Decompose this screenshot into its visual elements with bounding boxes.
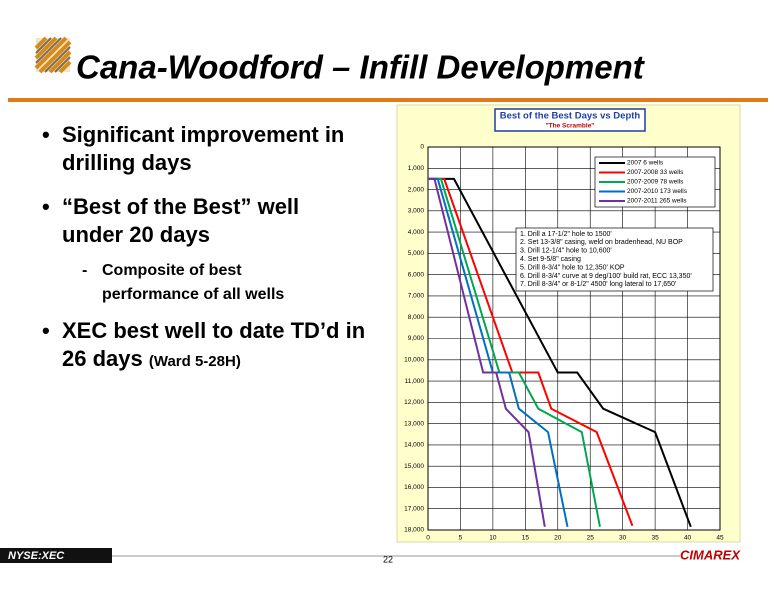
y-tick-label: 2,000	[408, 186, 425, 193]
annotation: 2. Set 13-3/8" casing, weld on bradenhea…	[520, 239, 683, 246]
x-tick-label: 5	[459, 535, 463, 542]
x-tick-label: 30	[619, 535, 627, 542]
page-number: 22	[383, 554, 393, 564]
x-tick-label: 0	[426, 535, 430, 542]
y-tick-label: 3,000	[408, 208, 425, 215]
title-rule	[8, 98, 768, 102]
y-tick-label: 9,000	[408, 335, 425, 342]
series-line	[428, 177, 601, 527]
sub-bullet-text: Composite of best performance of all wel…	[102, 262, 285, 303]
bullet: • “Best of the Best” well under 20 days	[42, 194, 300, 247]
legend-label: 2007-2008 33 wells	[627, 169, 684, 176]
bullet-text: Significant improvement in drilling days	[62, 122, 345, 175]
y-tick-label: 10,000	[404, 356, 424, 363]
x-tick-label: 35	[651, 535, 659, 542]
chart-title: Best of the Best Days vs Depth	[500, 111, 641, 122]
bullet-note: (Ward 5-28H)	[148, 353, 241, 370]
y-tick-label: 8,000	[408, 314, 425, 321]
bullet-text: “Best of the Best” well under 20 days	[62, 194, 300, 247]
y-tick-label: 5,000	[408, 250, 425, 257]
series-line	[428, 177, 692, 528]
x-tick-label: 25	[587, 535, 595, 542]
legend-label: 2007 6 wells	[627, 160, 664, 167]
x-tick-label: 20	[554, 535, 562, 542]
y-tick-label: 18,000	[404, 527, 424, 534]
legend-label: 2007-2009 78 wells	[627, 179, 684, 186]
slide-title: Cana-Woodford – Infill Development	[76, 49, 646, 86]
y-tick-label: 12,000	[404, 399, 424, 406]
bullet-text: XEC best well to date TD’d in 26 days	[62, 318, 366, 371]
y-tick-label: 7,000	[408, 293, 425, 300]
x-tick-label: 15	[522, 535, 530, 542]
y-tick-label: 4,000	[408, 229, 425, 236]
y-tick-label: 14,000	[404, 442, 424, 449]
annotation: 1. Drill a 17-1/2" hole to 1500'	[520, 231, 612, 238]
bullet: • Significant improvement in drilling day…	[42, 122, 345, 175]
y-tick-label: 17,000	[404, 505, 424, 512]
annotation: 3. Drill 12-1/4" hole to 10,600'	[520, 248, 612, 255]
annotation: 6. Drill 8-3/4" curve at 9 deg/100' buil…	[520, 273, 692, 280]
annotation-box	[515, 227, 714, 292]
y-tick-label: 11,000	[405, 378, 425, 385]
y-tick-label: 1,000	[408, 165, 425, 172]
footer-left: NYSE:XEC	[8, 550, 65, 562]
annotation: 5. Drill 8-3/4" hole to 12,350' KOP	[520, 264, 625, 271]
series-line	[428, 177, 546, 527]
series-line	[428, 177, 569, 528]
annotation: 7. Drill 8-3/4" or 8-1/2" 4500' long lat…	[520, 281, 676, 288]
legend-label: 2007-2011 265 wells	[627, 198, 687, 205]
chart-title-box	[494, 108, 646, 132]
x-tick-label: 40	[684, 535, 692, 542]
chart-subtitle: "The Scramble"	[546, 123, 595, 130]
annotation: 4. Set 9-5/8" casing	[520, 256, 581, 263]
footer-logo: CIMAREX	[680, 547, 741, 562]
y-tick-label: 13,000	[404, 420, 424, 427]
logo	[34, 36, 72, 74]
y-tick-label: 6,000	[408, 271, 425, 278]
series-line	[428, 177, 634, 527]
x-tick-label: 45	[716, 535, 724, 542]
y-tick-label: 0	[420, 144, 424, 151]
sub-bullet: - Composite of best performance of all we…	[82, 262, 285, 303]
y-tick-label: 15,000	[404, 463, 424, 470]
y-tick-label: 16,000	[404, 484, 424, 491]
legend-label: 2007-2010 173 wells	[627, 188, 688, 195]
footer-bar	[0, 548, 112, 563]
bullet: • XEC best well to date TD’d in 26 days (…	[42, 318, 366, 371]
x-tick-label: 10	[489, 535, 497, 542]
